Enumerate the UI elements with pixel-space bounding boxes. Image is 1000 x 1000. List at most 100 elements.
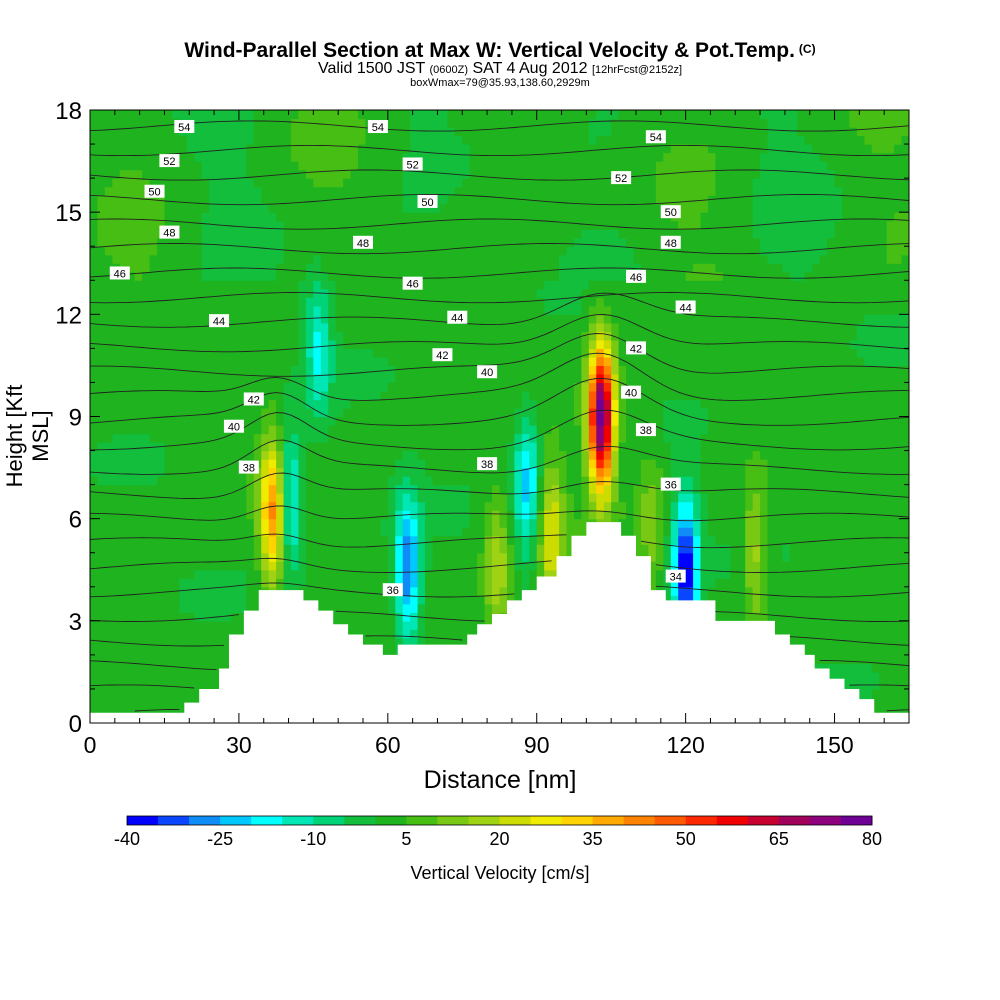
colorbar-tick-label: 35 xyxy=(583,829,603,849)
isentrope-label-text: 38 xyxy=(640,425,652,437)
boxwmax-line: boxWmax=79@35.93,138.60,2929m xyxy=(410,77,590,89)
isentrope-line xyxy=(90,333,909,377)
colorbar-swatch xyxy=(592,816,625,825)
isentrope-line xyxy=(849,684,909,687)
isentrope-label-text: 36 xyxy=(665,480,677,492)
isentrope-line xyxy=(90,472,909,499)
isentrope-line xyxy=(90,505,909,522)
isentrope-label-text: 48 xyxy=(665,238,677,250)
isentrope-line xyxy=(90,194,909,206)
isentrope-label-box xyxy=(660,205,681,219)
colorbar-tick-label: 20 xyxy=(489,829,509,849)
isentrope-line xyxy=(90,267,909,279)
isentrope-label: 40 xyxy=(621,385,642,400)
isentrope-line xyxy=(90,533,567,548)
colorbar-swatch xyxy=(809,816,842,825)
isentrope-label-box xyxy=(238,460,259,474)
isentrope-label-text: 50 xyxy=(148,187,160,199)
isentrope-label: 50 xyxy=(144,184,165,199)
isentrope-label: 40 xyxy=(223,419,244,434)
isentrope-label-text: 44 xyxy=(451,313,463,325)
colorbar-swatch xyxy=(251,816,283,825)
colorbar-swatch xyxy=(561,816,594,825)
isentrope-label: 48 xyxy=(159,225,180,240)
isentrope-label-box xyxy=(159,225,180,239)
isentrope-label-box xyxy=(382,583,403,597)
isentrope-label-text: 44 xyxy=(213,316,225,328)
isentrope-label-text: 52 xyxy=(163,156,175,168)
valid-date: SAT 4 Aug 2012 xyxy=(472,60,588,77)
isentrope-label-box xyxy=(447,310,468,324)
colorbar-swatch xyxy=(623,816,656,825)
isentrope-label: 50 xyxy=(417,194,438,209)
isentrope-label-box xyxy=(402,276,423,290)
isentrope-label-text: 50 xyxy=(421,197,433,209)
isentrope-label: 44 xyxy=(209,314,230,328)
isentrope-label-box xyxy=(626,341,646,355)
isentrope-line xyxy=(90,557,552,573)
colorbar-swatch xyxy=(313,816,345,825)
isentrope-label: 36 xyxy=(382,583,403,597)
title-text: Wind-Parallel Section at Max W: Vertical… xyxy=(184,39,795,62)
colorbar-swatch xyxy=(499,816,532,825)
colorbar-swatch xyxy=(158,816,190,825)
isentrope-label: 34 xyxy=(665,569,686,584)
colorbar-tick-label: 50 xyxy=(676,829,696,849)
isentrope-label-box xyxy=(353,235,373,249)
x-axis-label: Distance [nm] xyxy=(423,766,577,794)
isentrope-label-text: 42 xyxy=(436,350,448,362)
isentrope-label-text: 50 xyxy=(665,207,677,219)
isentrope-line xyxy=(886,709,909,712)
isentrope-label-box xyxy=(621,385,642,399)
y-tick-label: 6 xyxy=(69,507,82,534)
isentrope-line xyxy=(640,537,909,549)
isentrope-line xyxy=(819,659,909,667)
isentrope-line xyxy=(90,377,909,426)
y-tick-label: 18 xyxy=(55,98,82,125)
colorbar-tick-label: 65 xyxy=(769,829,789,849)
x-tick-label: 150 xyxy=(815,732,853,758)
isentrope-line xyxy=(90,660,217,671)
colorbar: -40 -25 -10 5 20 35 50 65 80 xyxy=(114,815,882,849)
isentrope-label-text: 54 xyxy=(178,122,190,134)
colorbar-swatch xyxy=(778,816,811,825)
x-tick-label: 30 xyxy=(226,732,252,758)
isentrope-label-box xyxy=(675,300,696,314)
colorbar-frame xyxy=(126,815,873,826)
isentrope-line xyxy=(90,409,909,451)
isentrope-label-box xyxy=(660,235,681,249)
isentrope-label: 50 xyxy=(660,205,681,219)
isentrope-label-box xyxy=(159,154,180,168)
isentrope-line xyxy=(335,610,485,622)
isentrope-label-box xyxy=(209,314,230,328)
isentrope-label-box xyxy=(635,423,656,437)
zulu-time: (0600Z) xyxy=(429,64,468,76)
copyright-mark: (C) xyxy=(798,42,816,56)
isentrope-line xyxy=(90,144,909,157)
isentrope-label: 44 xyxy=(675,300,696,315)
isentrope-line xyxy=(715,611,909,622)
isentrope-line xyxy=(90,218,909,230)
colorbar-swatch xyxy=(468,816,500,825)
colorbar-tick-label: 5 xyxy=(401,829,411,849)
isentrope-line xyxy=(90,639,225,647)
isentrope-label-text: 44 xyxy=(680,303,692,315)
isentrope-label-box xyxy=(665,569,686,583)
colorbar-swatch xyxy=(685,816,718,825)
isentropes xyxy=(90,120,909,712)
colorbar-swatch xyxy=(375,816,407,825)
isentrope-label-box xyxy=(432,348,453,362)
isentrope-line xyxy=(655,585,909,598)
isentrope-label: 52 xyxy=(402,157,423,171)
isentrope-label: 46 xyxy=(626,269,646,284)
isentrope-label-box xyxy=(109,266,130,280)
colorbar-label: Vertical Velocity [cm/s] xyxy=(410,863,590,883)
isentrope-label-text: 36 xyxy=(387,585,399,597)
colorbar-tick-label: 80 xyxy=(862,829,882,849)
colorbar-tick-label: -10 xyxy=(300,829,326,849)
isentrope-label: 54 xyxy=(367,120,388,134)
isentrope-label: 48 xyxy=(660,235,681,250)
isentrope-line xyxy=(365,635,463,641)
isentrope-label: 38 xyxy=(635,423,656,437)
